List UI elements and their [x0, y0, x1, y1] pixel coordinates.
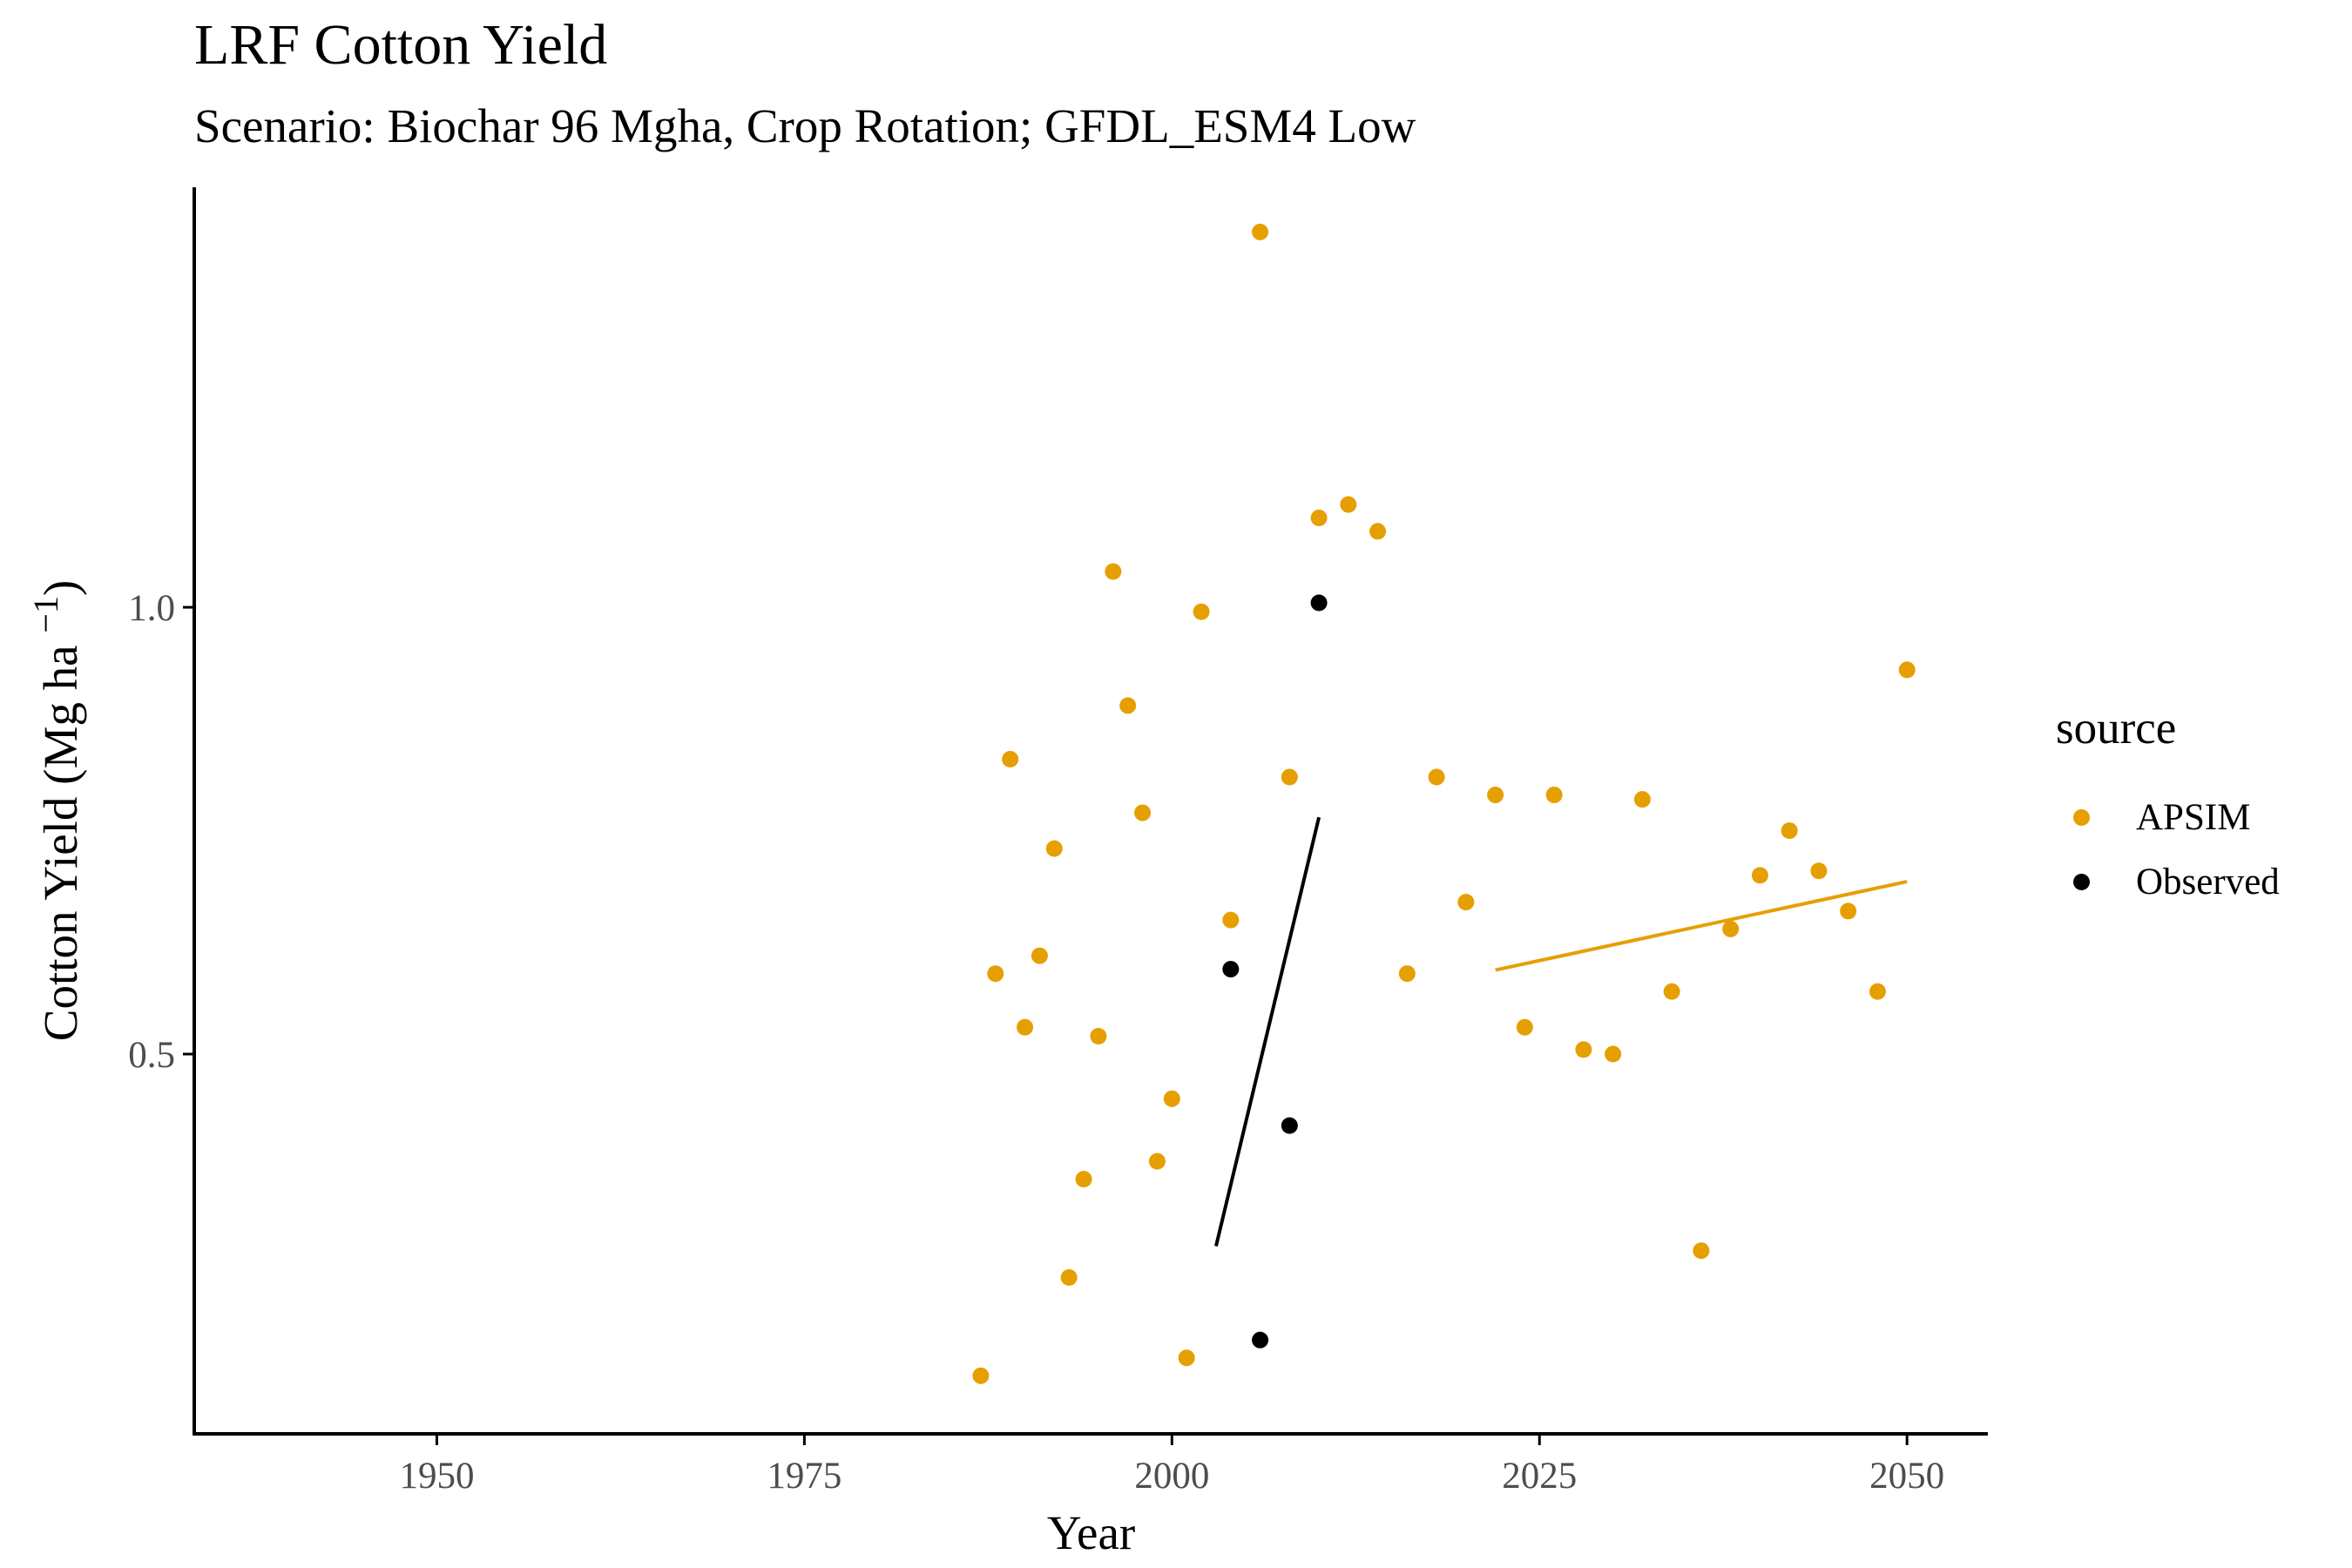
data-point-apsim [1310, 510, 1328, 527]
x-tick-label: 2025 [1502, 1456, 1577, 1497]
trend-line-apsim [1495, 880, 1908, 972]
data-point-observed [1252, 1331, 1269, 1348]
data-point-apsim [1633, 791, 1651, 808]
data-point-apsim [1369, 523, 1387, 540]
legend-item-apsim: APSIM [2073, 791, 2250, 843]
x-tick-label: 1950 [399, 1456, 474, 1497]
chart-title: LRF Cotton Yield [194, 13, 608, 77]
data-point-apsim [1428, 768, 1445, 786]
data-point-apsim [1002, 751, 1019, 768]
data-point-apsim [1163, 1090, 1180, 1107]
data-point-apsim [1693, 1242, 1710, 1260]
data-point-apsim [1134, 804, 1152, 821]
legend-label-apsim: APSIM [2136, 796, 2251, 838]
data-point-apsim [1178, 1349, 1195, 1367]
data-point-apsim [1751, 867, 1768, 884]
legend-title: source [2056, 703, 2177, 754]
x-tick-label: 2000 [1134, 1456, 1209, 1497]
data-point-apsim [1075, 1171, 1092, 1188]
data-point-apsim [1869, 983, 1886, 1000]
data-point-apsim [1252, 223, 1269, 240]
trend-line-observed [1214, 816, 1321, 1247]
x-axis-title: Year [1047, 1506, 1135, 1559]
data-point-apsim [1663, 983, 1680, 1000]
data-point-apsim [1281, 768, 1298, 786]
y-axis-title-main: Cotton Yield (Mg ha [34, 633, 87, 1042]
x-tick-label: 2050 [1869, 1456, 1944, 1497]
data-point-apsim [1781, 822, 1798, 840]
data-point-apsim [972, 1367, 990, 1384]
data-point-observed [1222, 961, 1240, 978]
data-point-apsim [1487, 787, 1504, 804]
data-point-observed [1281, 1117, 1298, 1134]
data-point-apsim [1340, 496, 1357, 513]
data-point-apsim [1017, 1018, 1034, 1036]
y-tick-label: 0.5 [128, 1035, 175, 1076]
y-axis-title-superscript: −1 [26, 596, 65, 633]
y-tick-label: 1.0 [128, 588, 175, 629]
data-point-apsim [1398, 965, 1416, 983]
chart-subtitle: Scenario: Biochar 96 Mgha, Crop Rotation… [194, 99, 1416, 152]
data-point-apsim [1840, 902, 1857, 920]
data-point-apsim [1516, 1018, 1533, 1036]
data-point-apsim [1810, 862, 1828, 880]
data-point-apsim [1605, 1045, 1622, 1063]
data-point-apsim [1545, 787, 1563, 804]
data-point-apsim [1148, 1152, 1166, 1170]
data-point-apsim [1722, 920, 1740, 937]
data-point-apsim [1898, 661, 1916, 679]
data-point-apsim [987, 965, 1004, 983]
x-tick-label: 1975 [767, 1456, 841, 1497]
data-point-apsim [1105, 563, 1122, 580]
data-point-apsim [1119, 697, 1137, 714]
data-point-apsim [1045, 840, 1063, 857]
data-point-observed [1310, 594, 1328, 612]
legend-item-observed: Observed [2073, 855, 2280, 908]
data-point-apsim [1031, 947, 1048, 964]
legend-key-apsim [2073, 808, 2090, 826]
data-point-apsim [1222, 911, 1240, 929]
legend-key-observed [2073, 873, 2090, 890]
data-point-apsim [1193, 603, 1210, 620]
y-axis-title: Cotton Yield (Mg ha −1) [26, 580, 87, 1041]
y-axis-title-close: ) [34, 580, 87, 596]
data-point-apsim [1060, 1268, 1078, 1286]
legend-label-observed: Observed [2136, 861, 2280, 902]
data-point-apsim [1457, 894, 1475, 911]
data-point-apsim [1575, 1041, 1592, 1058]
data-point-apsim [1090, 1028, 1107, 1045]
